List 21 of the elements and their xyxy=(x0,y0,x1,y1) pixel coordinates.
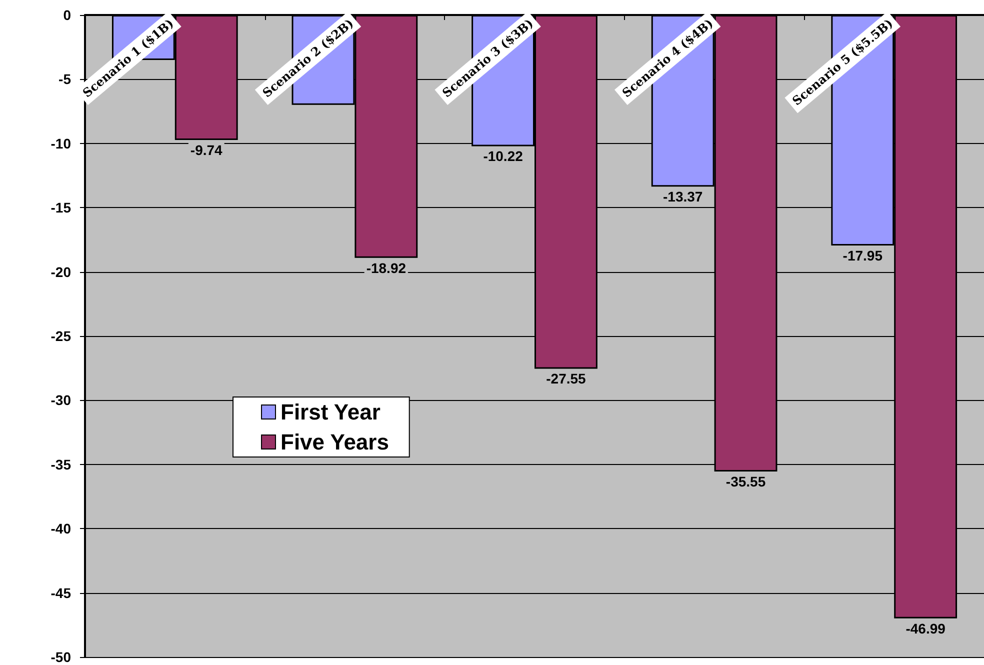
legend-label: First Year xyxy=(280,400,381,424)
data-label: -35.55 xyxy=(726,473,766,490)
data-label: -27.55 xyxy=(546,370,586,387)
y-tick-label: -45 xyxy=(50,584,72,601)
y-tick-label: -5 xyxy=(58,71,72,88)
data-label: -9.74 xyxy=(190,142,223,158)
y-tick-label: -30 xyxy=(50,392,72,408)
y-tick-label: 0 xyxy=(63,7,72,23)
data-label: -46.99 xyxy=(906,620,946,636)
y-tick-label: -35 xyxy=(50,456,72,472)
y-tick-label: -40 xyxy=(50,520,72,537)
y-tick-label: -25 xyxy=(50,328,72,344)
data-label: -13.37 xyxy=(662,188,703,205)
legend-label: Five Years xyxy=(280,430,389,454)
y-tick-label: -10 xyxy=(50,135,72,152)
y-tick-label: -20 xyxy=(50,264,72,280)
data-label: -17.95 xyxy=(842,247,883,264)
y-tick-label: -15 xyxy=(50,200,72,216)
data-label: -18.92 xyxy=(366,260,406,276)
y-tick-label: -50 xyxy=(50,649,72,665)
data-label: -10.22 xyxy=(483,148,524,164)
